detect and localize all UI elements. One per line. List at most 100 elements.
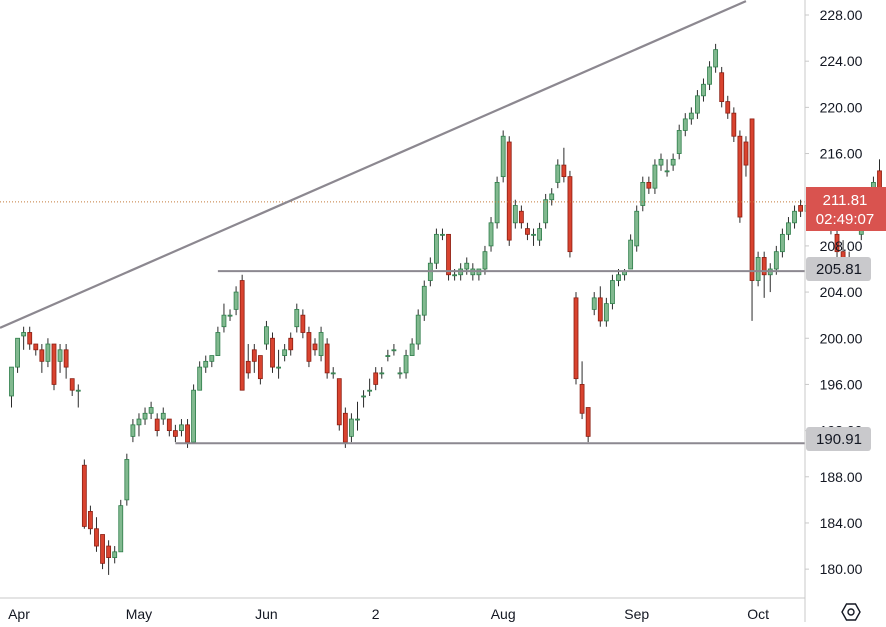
candle-body-down <box>579 384 585 414</box>
candle-body-up <box>543 199 549 224</box>
candle <box>591 292 597 316</box>
candle <box>561 147 567 183</box>
price-tick-label: 184.00 <box>820 515 863 531</box>
candle-body-up <box>755 257 761 281</box>
candle-body-up <box>695 95 700 114</box>
candle-body-down <box>33 343 39 351</box>
trendline[interactable] <box>0 0 747 329</box>
support-level-badge[interactable]: 190.91 <box>806 427 871 451</box>
candle-body-down <box>573 297 579 380</box>
candle <box>500 130 506 183</box>
candle-body-down <box>257 355 263 380</box>
candle-body-up <box>148 407 154 414</box>
last-price-value: 211.81 <box>823 192 868 209</box>
candle <box>573 292 579 385</box>
candle <box>361 390 366 408</box>
candle <box>45 338 51 368</box>
candle <box>148 401 154 420</box>
candle <box>245 344 251 379</box>
candle <box>330 367 336 379</box>
candle-body-up <box>664 170 670 173</box>
candle <box>664 159 670 177</box>
candle-body-up <box>701 83 706 97</box>
candle-body-up <box>197 366 203 391</box>
candle-body-down <box>798 205 803 212</box>
candle <box>628 234 634 270</box>
candle <box>81 459 87 529</box>
candle-body-up <box>179 424 184 432</box>
gear-hexagon-icon[interactable] <box>841 603 861 621</box>
candle-body-up <box>282 349 288 356</box>
candle <box>579 361 585 420</box>
candle-body-up <box>658 158 664 166</box>
candle-body-down <box>585 407 591 437</box>
time-tick-label: May <box>126 606 152 622</box>
candle <box>713 43 719 73</box>
candle-body-up <box>676 130 682 154</box>
candle <box>634 205 640 252</box>
candle-body-up <box>130 424 136 437</box>
candle-body-up <box>142 412 148 420</box>
candle <box>834 228 840 258</box>
candle <box>227 309 233 321</box>
candle <box>767 263 773 293</box>
candle <box>725 95 731 119</box>
candle <box>397 367 403 379</box>
candle <box>391 344 397 356</box>
candle <box>172 424 178 443</box>
candle <box>494 176 500 229</box>
candle-body-up <box>221 314 227 328</box>
candle <box>312 338 318 356</box>
candle <box>749 118 755 321</box>
candle-body-up <box>124 459 130 501</box>
resistance-level-value: 205.81 <box>816 261 862 278</box>
candle <box>506 136 512 246</box>
candle-body-down <box>94 528 99 547</box>
candle-body-up <box>233 291 239 310</box>
candle-body-up <box>294 308 300 328</box>
candle-body-down <box>749 118 755 281</box>
candle-body-down <box>373 372 379 385</box>
drawing-layer <box>0 0 805 445</box>
candle-body-up <box>209 355 215 362</box>
resistance-level-badge[interactable]: 205.81 <box>806 257 871 281</box>
candle-body-up <box>670 158 676 166</box>
time-tick-label: 2 <box>372 606 380 622</box>
candle-body-up <box>792 210 797 224</box>
candle <box>482 245 488 275</box>
candle <box>15 337 20 373</box>
candle-body-down <box>81 464 87 527</box>
price-tick-label: 204.00 <box>820 284 863 300</box>
candle <box>336 378 342 431</box>
candle-body-up <box>112 551 118 558</box>
candle-body-up <box>464 262 470 270</box>
candle-body-down <box>719 72 725 102</box>
candle <box>300 309 306 339</box>
time-tick-label: Oct <box>747 606 769 622</box>
candle <box>88 505 93 535</box>
candle <box>610 274 615 310</box>
time-tick-label: Sep <box>624 606 649 622</box>
candle <box>518 205 524 229</box>
candle <box>585 407 591 443</box>
time-axis: Apr May Jun 2 Aug Sep Oct <box>8 606 769 622</box>
candle-body-down <box>834 233 840 253</box>
candle <box>130 419 136 443</box>
candle <box>221 303 227 333</box>
candle <box>695 90 700 119</box>
candle <box>57 344 63 373</box>
candle <box>373 367 379 391</box>
candle <box>276 349 281 379</box>
candle-body-down <box>561 164 567 178</box>
candle <box>179 419 184 437</box>
candle <box>379 367 385 379</box>
candle-body-down <box>106 545 112 558</box>
candle <box>142 407 148 425</box>
candle <box>646 176 652 194</box>
candle <box>707 61 712 91</box>
candle <box>160 407 166 425</box>
bar-countdown: 02:49:07 <box>816 211 874 228</box>
candle <box>792 205 797 229</box>
